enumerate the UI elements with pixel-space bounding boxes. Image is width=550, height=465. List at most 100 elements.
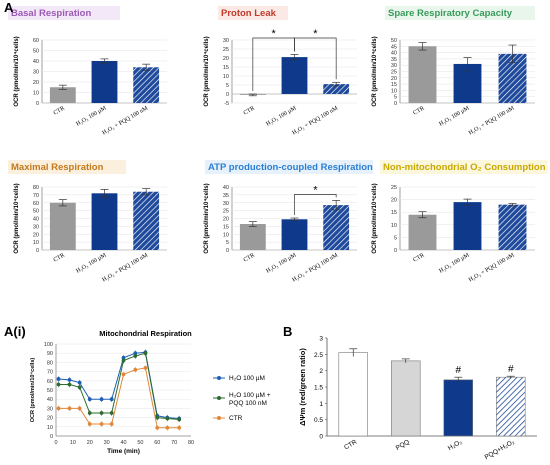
data-point [165, 416, 170, 421]
chart-atp: ATP production-coupled Respiration 0 5 10 15… [204, 160, 373, 284]
y-axis-label: OCR (pmol/min/10⁴cells) [14, 36, 20, 106]
legend-label-line2: PQQ 100 nM [229, 400, 267, 407]
category-label: H₂O₂ + PQQ 100 nM [468, 105, 516, 136]
data-point [177, 417, 182, 422]
chart-title-band [8, 160, 126, 174]
y-tick-label: 60 [33, 201, 39, 207]
legend-marker [217, 396, 221, 400]
y-tick-label: 35 [223, 193, 229, 199]
data-point [155, 415, 160, 420]
chart-title-band [205, 160, 373, 174]
category-label: H₂O₂ 100 µM [75, 105, 108, 127]
category-label: H₂O₂ 100 µM [438, 252, 471, 274]
y-tick-label: 60 [47, 379, 53, 385]
y-axis-label: OCR (pmol/min/10⁴cells) [204, 36, 210, 106]
y-tick-label: 50 [33, 49, 39, 55]
y-tick-label: 0 [226, 92, 229, 98]
bar [453, 202, 482, 250]
series-line [58, 352, 180, 420]
chart-nonmito: Non-mitochondrial O₂ Consumption 0 5 10 15 20… [372, 160, 548, 284]
significance-bracket [294, 194, 337, 216]
y-tick-label: 35 [391, 57, 397, 63]
y-tick-label: 20 [391, 76, 397, 82]
y-tick-label: 30 [33, 224, 39, 230]
y-tick-label: 60 [33, 38, 39, 44]
chart-leak: Proton Leak -5 0 5 10 15 20 25 30 OCR (pmol/min/1… [204, 6, 357, 137]
legend-marker [217, 416, 221, 420]
y-tick-label: 15 [223, 224, 229, 230]
y-tick-label: 100 [44, 342, 53, 348]
category-label: H₂O₂ + PQQ 100 nM [291, 252, 339, 283]
data-point [133, 367, 138, 372]
x-tick-label: 40 [120, 440, 126, 446]
y-tick-label: 0 [36, 248, 39, 254]
y-tick-label: 0 [319, 434, 323, 441]
data-point [56, 382, 61, 387]
chart-title-band [380, 160, 548, 174]
chart-title: Spare Respiratory Capacity [388, 8, 513, 19]
chart-title: ATP production-coupled Respiration [208, 162, 373, 173]
category-label: CTR [412, 253, 425, 264]
bar [391, 360, 421, 437]
category-label: CTR [243, 106, 256, 117]
bar [443, 379, 473, 437]
panel-label-b: B [283, 324, 293, 339]
x-tick-label: 0 [54, 440, 57, 446]
chart-title: Non-mitochondrial O₂ Consumption [383, 162, 546, 173]
y-tick-label: 90 [47, 351, 53, 357]
y-tick-label: 20 [223, 217, 229, 223]
y-tick-label: 0.5 [314, 417, 323, 424]
category-label: CTR [53, 253, 66, 264]
chart-title-band [218, 6, 288, 20]
x-tick-label: 60 [154, 440, 160, 446]
y-tick-label: 0 [394, 248, 397, 254]
y-tick-label: 10 [223, 232, 229, 238]
data-point [155, 425, 160, 430]
y-tick-label: 40 [33, 217, 39, 223]
y-tick-label: 5 [394, 235, 397, 241]
bar [323, 84, 350, 94]
y-tick-label: 5 [226, 240, 229, 246]
legend-label: CTR [229, 415, 243, 422]
category-label: H₂O₂ + PQQ 100 nM [291, 105, 339, 136]
y-tick-label: 40 [33, 59, 39, 65]
category-label: H₂O₂ 100 µM [265, 252, 298, 274]
y-axis-label: OCR (pmol/min/10⁴cells) [372, 36, 378, 106]
significance-label: # [455, 365, 461, 376]
bar [323, 205, 350, 250]
y-tick-label: 30 [223, 38, 229, 44]
category-label: CTR [53, 106, 66, 117]
bar [408, 214, 437, 250]
panel-label-ai: A(i) [4, 324, 26, 339]
category-label: H₂O₂ 100 µM [438, 105, 471, 127]
significance-label: # [508, 364, 514, 375]
data-point [87, 422, 92, 426]
y-tick-label: 0 [50, 434, 53, 440]
bar [91, 61, 118, 103]
y-tick-label: 2.5 [314, 352, 323, 359]
y-tick-label: 15 [223, 65, 229, 71]
y-tick-label: 70 [33, 193, 39, 199]
y-tick-label: 1 [319, 401, 323, 408]
y-tick-label: 0 [394, 101, 397, 107]
y-tick-label: 50 [47, 388, 53, 394]
chart-title-band [8, 6, 120, 20]
panel-label-a: A [4, 0, 14, 15]
data-point [77, 385, 82, 390]
bar [498, 204, 527, 250]
legend-label: H₂O 100 µM + PQQ 100 nM [229, 392, 271, 407]
x-tick-label: 50 [137, 440, 143, 446]
y-tick-label: 2 [319, 368, 323, 375]
data-point [99, 397, 104, 402]
y-axis-label: ΔΨm (red/green ratio) [298, 348, 307, 426]
y-tick-label: -5 [224, 101, 229, 107]
bar [338, 352, 368, 437]
bar [133, 191, 160, 250]
x-tick-label: 70 [171, 440, 177, 446]
category-label: H₂O₂ + PQQ 100 nM [101, 252, 149, 283]
y-tick-label: 10 [33, 91, 39, 97]
y-tick-label: 10 [391, 223, 397, 229]
chart-title: Mitochondrial Respiration [99, 329, 192, 338]
category-label: H₂O₂ 100 µM [265, 105, 298, 127]
